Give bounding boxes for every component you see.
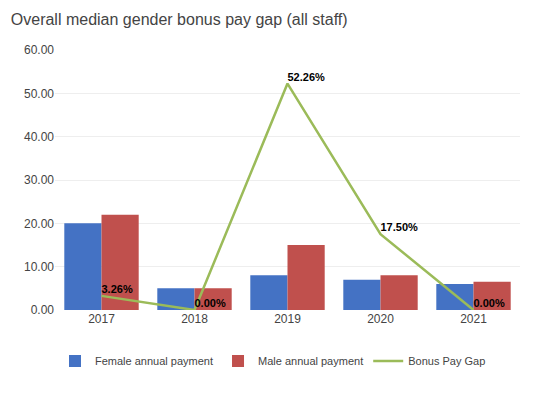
svg-text:17.50%: 17.50% <box>381 221 419 233</box>
svg-text:52.26%: 52.26% <box>288 71 326 83</box>
svg-text:0.00%: 0.00% <box>195 297 226 309</box>
svg-text:Bonus Pay Gap: Bonus Pay Gap <box>408 355 485 367</box>
svg-text:2017: 2017 <box>88 312 115 326</box>
svg-text:40.00: 40.00 <box>24 130 54 144</box>
svg-text:Female annual payment: Female annual payment <box>95 355 213 367</box>
svg-text:0.00%: 0.00% <box>474 297 505 309</box>
svg-text:30.00: 30.00 <box>24 173 54 187</box>
svg-text:3.26%: 3.26% <box>102 283 133 295</box>
svg-text:2020: 2020 <box>367 312 394 326</box>
svg-text:50.00: 50.00 <box>24 87 54 101</box>
svg-text:10.00: 10.00 <box>24 260 54 274</box>
svg-text:2018: 2018 <box>181 312 208 326</box>
svg-text:0.00: 0.00 <box>31 303 55 317</box>
svg-text:Male annual payment: Male annual payment <box>258 355 363 367</box>
svg-text:Overall median gender bonus pa: Overall median gender bonus pay gap (all… <box>11 11 348 28</box>
svg-text:2021: 2021 <box>460 312 487 326</box>
svg-text:20.00: 20.00 <box>24 217 54 231</box>
svg-text:2019: 2019 <box>274 312 301 326</box>
svg-text:60.00: 60.00 <box>24 43 54 57</box>
